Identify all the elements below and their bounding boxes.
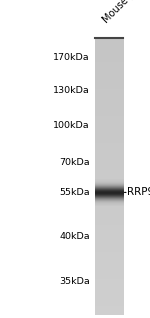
Text: 70kDa: 70kDa [59, 158, 90, 167]
Text: 55kDa: 55kDa [59, 188, 90, 197]
Text: RRP9: RRP9 [128, 187, 150, 197]
Text: 100kDa: 100kDa [53, 121, 90, 130]
Text: 170kDa: 170kDa [53, 53, 90, 62]
Text: 35kDa: 35kDa [59, 277, 90, 286]
Text: Mouse pancreas: Mouse pancreas [101, 0, 150, 25]
Text: 40kDa: 40kDa [59, 232, 90, 241]
Bar [94, 38, 123, 315]
Text: 130kDa: 130kDa [53, 86, 90, 95]
